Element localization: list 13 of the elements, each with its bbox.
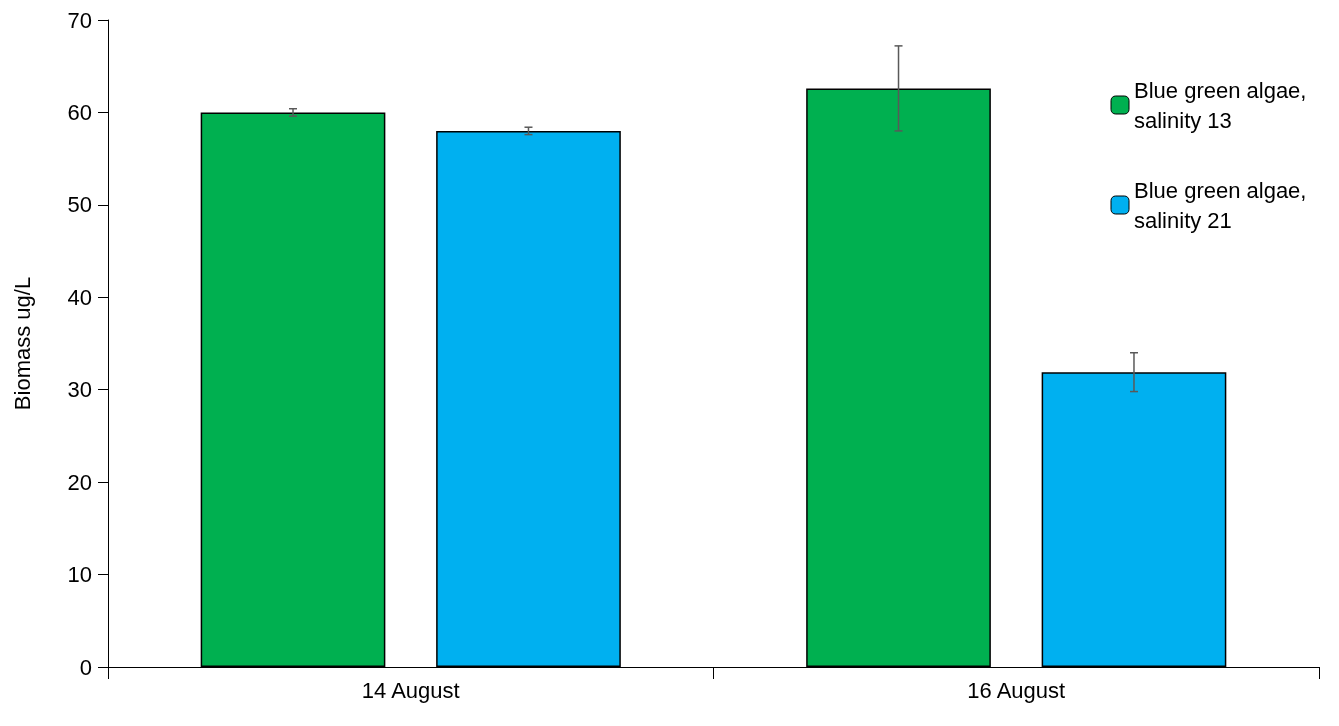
- x-tick-label: 14 August: [361, 677, 460, 703]
- y-tick-label: 30: [67, 377, 92, 403]
- y-tick-label: 40: [67, 284, 92, 310]
- y-tick-label: 50: [67, 192, 92, 218]
- y-tick-label: 20: [67, 469, 92, 495]
- y-tick-label: 0: [79, 654, 92, 680]
- x-tick-label: 16 August: [967, 677, 1066, 703]
- y-tick-label: 70: [67, 7, 92, 33]
- y-axis-title: Biomass ug/L: [9, 276, 35, 411]
- y-tick-label: 10: [67, 562, 92, 588]
- legend-label: Blue green algae, salinity 13: [1134, 77, 1313, 133]
- y-tick-label: 60: [67, 99, 92, 125]
- legend-label: Blue green algae, salinity 21: [1134, 177, 1313, 233]
